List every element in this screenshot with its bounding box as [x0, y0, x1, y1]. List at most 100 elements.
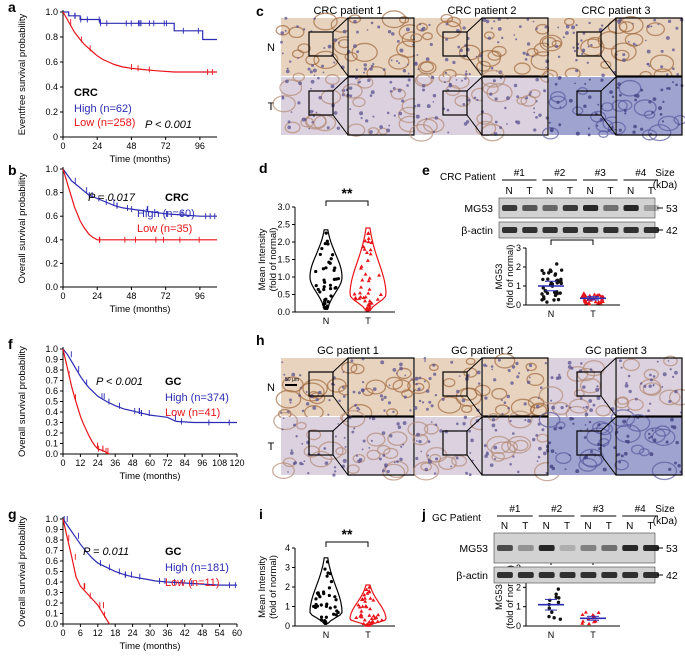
histology-nucleus [589, 368, 593, 371]
dot-N-j_dot [547, 606, 551, 610]
histology-nucleus [634, 98, 638, 102]
violin-triangle-i [360, 597, 365, 601]
histology-nucleus [539, 386, 543, 390]
histology-nucleus [327, 44, 332, 49]
histology-nucleus [362, 439, 366, 443]
histology-gland [598, 130, 609, 138]
y-tick-label-d: 2.5 [277, 220, 290, 230]
violin-triangle-d [366, 291, 371, 295]
histology-nucleus [447, 131, 450, 134]
violin-dot-i [326, 571, 330, 575]
blot-band-1 [622, 572, 639, 578]
histology-nucleus [535, 434, 539, 437]
histology-nucleus [665, 440, 669, 444]
histology-nucleus [432, 101, 435, 103]
histology-nucleus [677, 464, 681, 468]
histology-nucleus [380, 360, 385, 365]
histology-nucleus [328, 399, 331, 402]
histology-gland [412, 433, 429, 446]
histology-nucleus [370, 21, 374, 25]
violin-triangle-d [366, 236, 371, 240]
histology-nucleus [652, 97, 657, 102]
histology-nucleus [584, 455, 589, 459]
inset-box [576, 430, 602, 456]
histology-nucleus [428, 23, 431, 27]
histology-nucleus [626, 439, 630, 444]
histology-nucleus [518, 372, 521, 375]
histology-nucleus [446, 108, 450, 112]
zoom-frame [615, 17, 683, 77]
histology-nucleus [296, 25, 299, 29]
histology-nucleus [463, 415, 468, 420]
histology-gland [412, 382, 425, 392]
histology-nucleus [434, 423, 438, 426]
violin-dot-i [327, 593, 331, 598]
x-tick-label-b: 0 [60, 291, 65, 301]
histology-gland [595, 404, 612, 417]
dot-T-e_dot [600, 299, 605, 303]
histology-nucleus [289, 60, 292, 63]
y-axis-label-e_dot: MG53 [494, 264, 505, 290]
histology-nucleus [397, 425, 402, 430]
violin-dot-d [318, 290, 322, 294]
zoom-connector [600, 454, 617, 476]
histology-nucleus [674, 461, 677, 465]
histology-nucleus [551, 405, 556, 410]
histology-nucleus [313, 17, 316, 20]
histology-nucleus [380, 398, 384, 401]
histology-nucleus [516, 470, 520, 474]
histology-nucleus [491, 418, 496, 422]
histology-tile [281, 18, 347, 76]
histology-nucleus [529, 91, 533, 94]
histology-nucleus [557, 26, 560, 29]
histology-nucleus [399, 362, 403, 367]
histology-nucleus [398, 62, 401, 65]
blot-membrane [493, 532, 656, 564]
histology-nucleus [358, 458, 363, 462]
inset-box [576, 371, 602, 397]
histology-nucleus [537, 455, 541, 459]
histology-nucleus [620, 454, 624, 458]
histology-nucleus [465, 120, 470, 124]
histology-nucleus [317, 76, 320, 80]
y-tick-label-i: 4 [285, 543, 290, 553]
histology-patient-label: CRC patient 1 [313, 5, 382, 17]
histology-nucleus [535, 77, 539, 82]
histology-nucleus [285, 69, 290, 74]
panel-label-panel_c: c [256, 3, 264, 19]
histology-nucleus [584, 424, 587, 426]
violin-dot-i [325, 574, 329, 578]
histology-nucleus [618, 93, 622, 97]
histology-nucleus [635, 44, 638, 47]
blot-pair-label: #3 [593, 504, 605, 515]
histology-nucleus [320, 64, 325, 68]
violin-triangle-d [368, 247, 373, 252]
histology-nucleus [366, 29, 369, 31]
histology-nucleus [523, 402, 527, 406]
histology-nucleus [536, 27, 539, 30]
dot-N-e_dot [555, 262, 559, 266]
histology-gland [486, 435, 512, 455]
histology-tile [616, 77, 682, 135]
violin-dot-i [312, 604, 316, 609]
histology-nucleus [429, 42, 433, 47]
histology-nucleus [580, 39, 583, 42]
x-tick-label-j_dot: N [548, 630, 555, 640]
violin-dot-i [336, 610, 340, 615]
histology-nucleus [651, 111, 654, 114]
histology-gland [643, 110, 656, 119]
histology-nucleus [395, 60, 399, 63]
histology-gland [491, 45, 507, 57]
histology-nucleus [538, 446, 542, 451]
zoom-frame [347, 76, 415, 136]
histology-nucleus [318, 96, 322, 100]
blot-lane-label: N [506, 186, 513, 197]
histology-nucleus [487, 36, 492, 40]
histology-nucleus [675, 26, 679, 30]
histology-nucleus [476, 370, 481, 375]
histology-tile [549, 77, 615, 135]
blot-pair-label: #3 [595, 168, 607, 179]
x-tick-label-a: 72 [161, 141, 171, 151]
violin-dot-i [328, 606, 332, 610]
histology-nucleus [287, 125, 292, 130]
